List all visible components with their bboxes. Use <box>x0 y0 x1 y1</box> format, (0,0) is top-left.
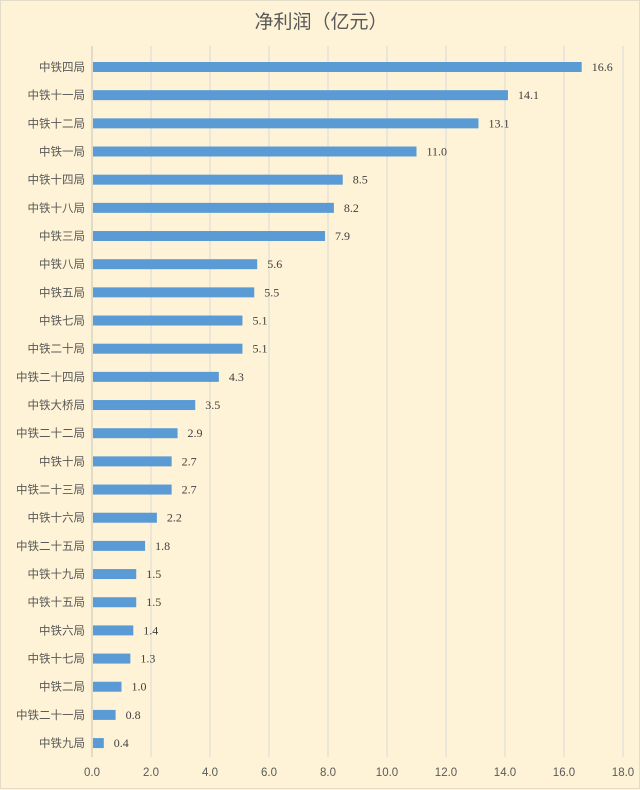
bar <box>93 569 137 580</box>
data-label: 1.4 <box>143 623 158 637</box>
data-label: 5.1 <box>252 342 267 356</box>
category-label: 中铁二十局 <box>28 342 86 356</box>
category-label: 中铁十四局 <box>28 173 86 187</box>
bar <box>93 653 131 664</box>
bar <box>93 287 255 298</box>
data-label: 5.1 <box>252 314 267 328</box>
data-label: 1.3 <box>140 652 155 666</box>
category-label: 中铁六局 <box>39 623 85 637</box>
data-label: 16.6 <box>592 60 613 74</box>
bar <box>93 231 326 242</box>
x-tick-label: 2.0 <box>143 767 159 779</box>
data-label: 1.5 <box>146 567 161 581</box>
category-label: 中铁大桥局 <box>28 398 86 412</box>
x-tick-label: 16.0 <box>553 767 575 779</box>
data-label: 11.0 <box>427 145 448 159</box>
category-label: 中铁一局 <box>39 145 85 159</box>
data-label: 3.5 <box>205 398 220 412</box>
x-tick-label: 14.0 <box>494 767 516 779</box>
x-tick-label: 4.0 <box>202 767 218 779</box>
bar <box>93 456 172 467</box>
category-label: 中铁三局 <box>39 229 85 243</box>
category-label: 中铁十一局 <box>28 88 86 102</box>
data-label: 7.9 <box>335 229 350 243</box>
category-label: 中铁七局 <box>39 314 85 328</box>
bar <box>93 62 582 72</box>
data-label: 0.4 <box>114 736 129 750</box>
x-tick-label: 10.0 <box>376 767 398 779</box>
bar <box>93 400 196 411</box>
chart-title: 净利润（亿元） <box>254 11 387 33</box>
data-label: 8.2 <box>344 201 359 215</box>
category-label: 中铁十五局 <box>28 595 86 609</box>
data-label: 14.1 <box>518 88 539 102</box>
x-tick-label: 12.0 <box>435 767 457 779</box>
data-label: 1.8 <box>155 539 170 553</box>
category-label: 中铁二十四局 <box>16 370 85 384</box>
category-label: 中铁十八局 <box>28 201 86 215</box>
data-label: 1.0 <box>132 680 147 694</box>
category-label: 中铁十六局 <box>28 511 86 525</box>
bar <box>93 174 343 185</box>
data-label: 2.7 <box>182 483 197 497</box>
category-label: 中铁二十三局 <box>16 483 85 497</box>
bar <box>93 540 146 551</box>
data-label: 5.5 <box>264 285 279 299</box>
data-label: 8.5 <box>353 173 368 187</box>
bar <box>93 738 104 749</box>
bar <box>93 484 172 495</box>
bar <box>93 118 479 129</box>
category-label: 中铁五局 <box>39 285 85 299</box>
category-label: 中铁二十五局 <box>16 539 85 553</box>
bar <box>93 315 243 326</box>
bar <box>93 625 134 636</box>
category-label: 中铁十九局 <box>28 567 86 581</box>
category-label: 中铁十二局 <box>28 116 86 130</box>
category-label: 中铁四局 <box>39 60 85 74</box>
data-label: 2.2 <box>167 511 182 525</box>
category-label: 中铁二十二局 <box>16 426 85 440</box>
x-tick-label: 0.0 <box>84 767 100 779</box>
category-label: 中铁九局 <box>39 736 85 750</box>
bar <box>93 709 116 720</box>
bar <box>93 597 137 608</box>
data-label: 2.9 <box>188 426 203 440</box>
category-label: 中铁十局 <box>39 454 85 468</box>
bar <box>93 202 334 213</box>
data-label: 1.5 <box>146 595 161 609</box>
category-label: 中铁二局 <box>39 680 85 694</box>
x-tick-label: 6.0 <box>261 767 277 779</box>
bar <box>93 259 258 270</box>
bar <box>93 512 157 523</box>
bar <box>93 343 243 354</box>
data-label: 4.3 <box>229 370 244 384</box>
x-tick-label: 8.0 <box>320 767 336 779</box>
category-label: 中铁八局 <box>39 257 85 271</box>
bar <box>93 681 122 692</box>
data-label: 2.7 <box>182 454 197 468</box>
category-label: 中铁十七局 <box>28 652 86 666</box>
bar <box>93 428 178 439</box>
bar <box>93 90 508 101</box>
data-label: 0.8 <box>126 708 141 722</box>
bar <box>93 146 417 157</box>
x-tick-label: 18.0 <box>612 767 634 779</box>
category-label: 中铁二十一局 <box>16 708 85 722</box>
bar <box>93 371 219 382</box>
data-label: 5.6 <box>267 257 282 271</box>
data-label: 13.1 <box>488 116 509 130</box>
